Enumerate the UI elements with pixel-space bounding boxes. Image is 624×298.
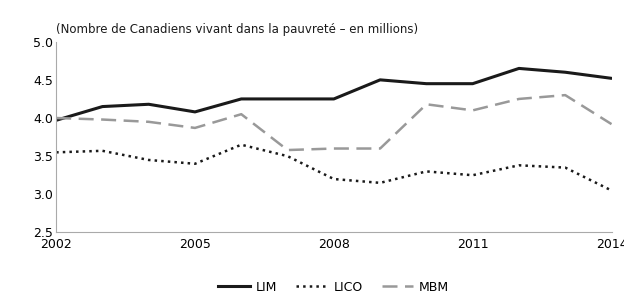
Legend: LIM, LICO, MBM: LIM, LICO, MBM [213, 276, 454, 298]
Text: (Nombre de Canadiens vivant dans la pauvreté – en millions): (Nombre de Canadiens vivant dans la pauv… [56, 23, 418, 36]
